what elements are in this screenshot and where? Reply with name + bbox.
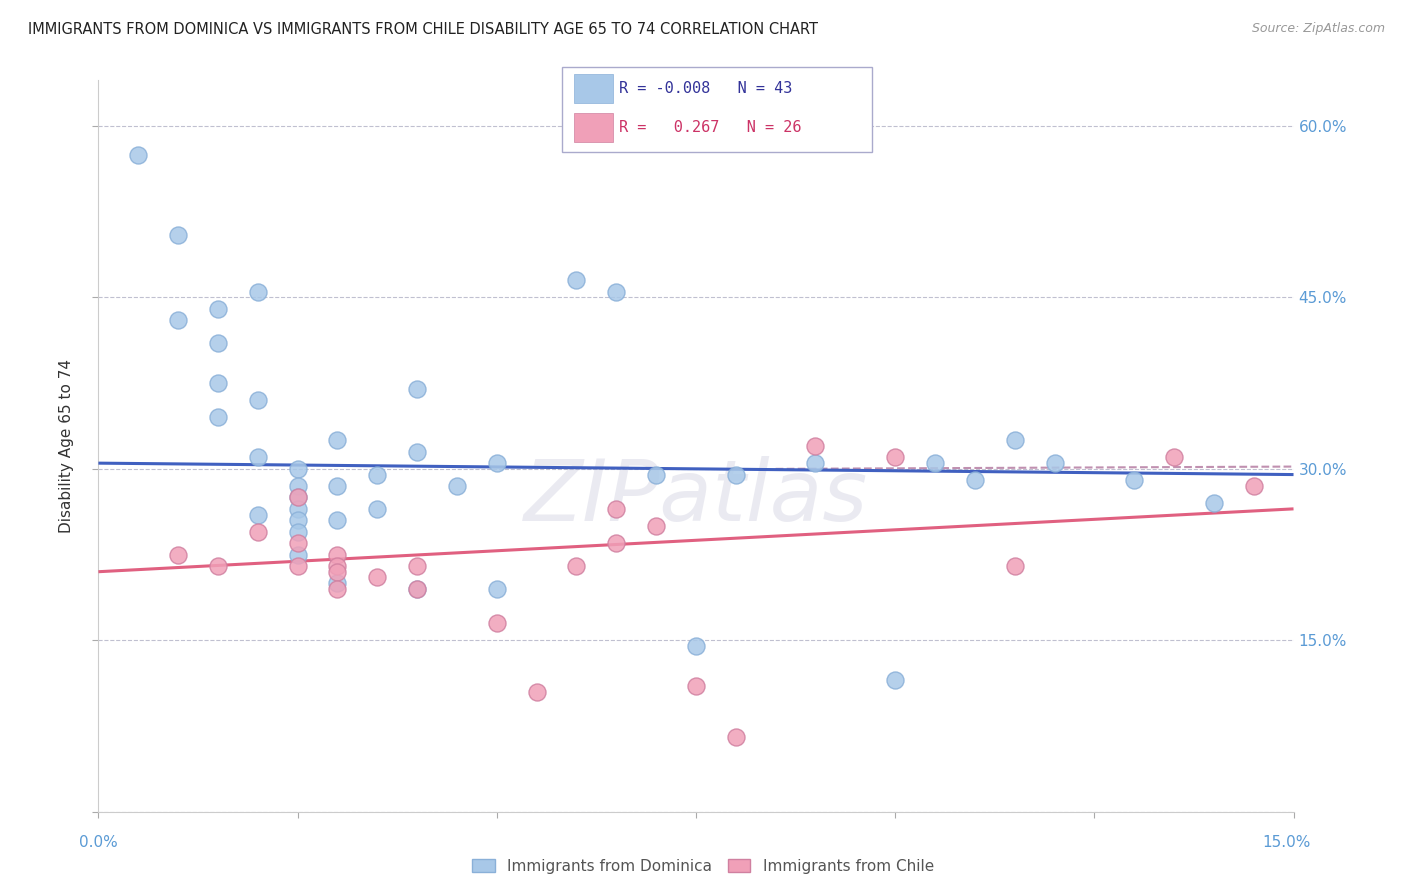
Point <box>406 559 429 574</box>
Point <box>167 227 190 242</box>
Point <box>287 491 309 505</box>
Point <box>884 450 907 465</box>
Point <box>685 679 707 693</box>
Point <box>605 285 627 299</box>
Point <box>565 273 588 287</box>
Point <box>884 673 907 688</box>
Point <box>326 565 349 579</box>
Point <box>127 147 149 161</box>
Point <box>207 376 229 391</box>
Point <box>406 444 429 458</box>
Point <box>1004 559 1026 574</box>
Point <box>326 513 349 527</box>
Text: 0.0%: 0.0% <box>79 836 118 850</box>
Point <box>326 576 349 591</box>
Point <box>287 513 309 527</box>
Point <box>287 491 309 505</box>
Point <box>207 301 229 316</box>
Point <box>287 536 309 550</box>
Point <box>406 382 429 396</box>
Point <box>246 524 269 539</box>
Point <box>1202 496 1225 510</box>
Point <box>406 582 429 596</box>
Point <box>485 582 508 596</box>
Point <box>366 501 388 516</box>
Point <box>1043 456 1066 470</box>
Legend: Immigrants from Dominica, Immigrants from Chile: Immigrants from Dominica, Immigrants fro… <box>465 853 941 880</box>
Point <box>724 467 747 482</box>
Text: R =   0.267   N = 26: R = 0.267 N = 26 <box>619 120 801 135</box>
Point <box>605 501 627 516</box>
Point <box>246 508 269 522</box>
Point <box>287 524 309 539</box>
Point <box>326 548 349 562</box>
Point <box>565 559 588 574</box>
Point <box>366 467 388 482</box>
Point <box>804 456 827 470</box>
Point <box>326 559 349 574</box>
Point <box>724 731 747 745</box>
Point <box>326 582 349 596</box>
Y-axis label: Disability Age 65 to 74: Disability Age 65 to 74 <box>59 359 75 533</box>
Point <box>1004 434 1026 448</box>
Point <box>167 313 190 327</box>
Point <box>526 684 548 698</box>
Text: 15.0%: 15.0% <box>1263 836 1310 850</box>
Point <box>446 479 468 493</box>
Point <box>326 479 349 493</box>
Text: IMMIGRANTS FROM DOMINICA VS IMMIGRANTS FROM CHILE DISABILITY AGE 65 TO 74 CORREL: IMMIGRANTS FROM DOMINICA VS IMMIGRANTS F… <box>28 22 818 37</box>
Point <box>207 336 229 351</box>
Point <box>804 439 827 453</box>
Point <box>207 559 229 574</box>
Text: ZIPatlas: ZIPatlas <box>524 456 868 539</box>
Point <box>167 548 190 562</box>
Point <box>366 570 388 584</box>
Point <box>924 456 946 470</box>
Point <box>1243 479 1265 493</box>
Text: Source: ZipAtlas.com: Source: ZipAtlas.com <box>1251 22 1385 36</box>
Point <box>485 456 508 470</box>
Point <box>645 519 668 533</box>
Point <box>207 410 229 425</box>
Point <box>963 473 986 487</box>
Point <box>287 501 309 516</box>
Point <box>287 462 309 476</box>
Point <box>246 450 269 465</box>
Point <box>605 536 627 550</box>
Point <box>1163 450 1185 465</box>
Point <box>406 582 429 596</box>
Point <box>287 559 309 574</box>
Point <box>287 479 309 493</box>
Point <box>645 467 668 482</box>
Point <box>326 434 349 448</box>
Point <box>685 639 707 653</box>
Point <box>287 548 309 562</box>
Point <box>246 285 269 299</box>
Point <box>485 616 508 631</box>
Point <box>246 393 269 408</box>
Text: R = -0.008   N = 43: R = -0.008 N = 43 <box>619 81 792 95</box>
Point <box>1123 473 1146 487</box>
